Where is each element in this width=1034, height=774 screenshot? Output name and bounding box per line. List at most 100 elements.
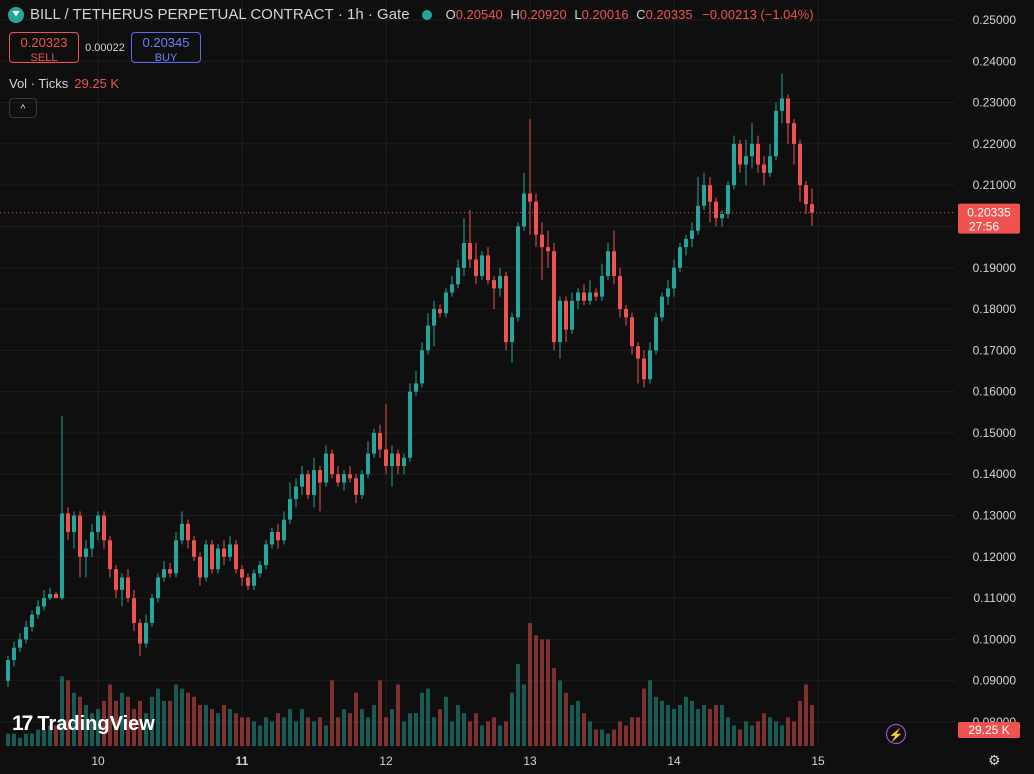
- candle: [648, 342, 652, 384]
- candle-body: [564, 300, 568, 330]
- candle-body: [648, 350, 652, 380]
- bolt-icon[interactable]: ⚡: [886, 724, 906, 744]
- volume-bar: [24, 733, 28, 746]
- candle: [162, 560, 166, 582]
- collapse-legend-button[interactable]: ^: [9, 98, 37, 118]
- candle: [774, 102, 778, 161]
- sell-button[interactable]: 0.20323 SELL: [9, 32, 79, 64]
- candle-body: [354, 478, 358, 495]
- volume-bar: [558, 680, 562, 746]
- volume-bar: [492, 717, 496, 746]
- candle-body: [780, 98, 784, 111]
- candle: [570, 292, 574, 334]
- market-status-dot-icon: [421, 9, 432, 20]
- volume-bar: [156, 688, 160, 746]
- volume-bar: [126, 696, 130, 746]
- candle-body: [420, 350, 424, 384]
- volume-bar: [624, 725, 628, 746]
- time-axis[interactable]: 10 11 12 13 14 15: [91, 754, 825, 768]
- volume-bar: [324, 725, 328, 746]
- price-axis[interactable]: 0.080000.090000.100000.110000.120000.130…: [958, 13, 1020, 738]
- candle: [360, 470, 364, 500]
- candle-body: [24, 627, 28, 640]
- candle-body: [390, 453, 394, 466]
- candle-body: [804, 185, 808, 205]
- volume-bar: [408, 713, 412, 746]
- volume-bar: [756, 721, 760, 746]
- candle: [228, 536, 232, 561]
- gate-logo-icon: [8, 6, 24, 23]
- candle: [426, 313, 430, 355]
- volume-bar: [318, 717, 322, 746]
- candle: [714, 197, 718, 227]
- ohlc-values: O0.20540 H0.20920 L0.20016 C0.20335 −0.0…: [442, 7, 814, 22]
- candle: [636, 342, 640, 384]
- high-label: H: [510, 7, 520, 22]
- volume-bar: [576, 700, 580, 746]
- volume-bar: [798, 700, 802, 746]
- candle-body: [606, 251, 610, 277]
- volume-bar: [600, 729, 604, 746]
- candle: [762, 156, 766, 186]
- price-tick-label: 0.22000: [973, 137, 1017, 151]
- candle-body: [60, 513, 64, 599]
- candle-body: [624, 309, 628, 318]
- candle: [756, 135, 760, 173]
- price-tick-label: 0.23000: [973, 96, 1017, 110]
- candle-body: [762, 164, 766, 173]
- candle: [468, 209, 472, 268]
- candle: [126, 569, 130, 603]
- volume-bar: [504, 721, 508, 746]
- volume-bar: [744, 721, 748, 746]
- volume-bar: [336, 717, 340, 746]
- candle: [540, 222, 544, 281]
- volume-bar: [138, 700, 142, 746]
- candle-body: [732, 143, 736, 186]
- price-tick-label: 0.16000: [973, 385, 1017, 399]
- symbol-legend[interactable]: BILL / TETHERUS PERPETUAL CONTRACT · 1h …: [8, 6, 814, 23]
- gear-icon[interactable]: ⚙: [988, 752, 1001, 768]
- candle-body: [228, 544, 232, 557]
- candle-body: [102, 515, 106, 541]
- candle-body: [690, 230, 694, 239]
- volume-bar: [276, 713, 280, 746]
- candle-body: [270, 532, 274, 545]
- candle: [144, 614, 148, 648]
- volume-bar: [198, 705, 202, 746]
- volume-bar: [96, 709, 100, 746]
- volume-bar: [348, 713, 352, 746]
- volume-bar: [270, 721, 274, 746]
- price-tick-label: 0.11000: [974, 591, 1017, 605]
- candle: [150, 593, 154, 628]
- candle-body: [546, 247, 550, 252]
- volume-bar: [570, 705, 574, 746]
- volume-bar: [732, 725, 736, 746]
- volume-bar: [738, 729, 742, 746]
- candle: [396, 449, 400, 475]
- candle-body: [684, 238, 688, 248]
- candle-body: [90, 532, 94, 549]
- time-tick-label: 12: [379, 754, 393, 768]
- candle-body: [678, 247, 682, 268]
- candle: [462, 218, 466, 277]
- volume-legend[interactable]: Vol · Ticks 29.25 K: [9, 76, 119, 91]
- candle: [474, 242, 478, 285]
- change-value: −0.00213 (−1.04%): [702, 7, 814, 22]
- volume-bar: [432, 717, 436, 746]
- buy-button[interactable]: 0.20345 BUY: [131, 32, 201, 64]
- candle-body: [426, 325, 430, 351]
- candle-body: [612, 251, 616, 277]
- candle: [42, 589, 46, 611]
- volume-bar: [60, 676, 64, 746]
- candle-body: [300, 474, 304, 487]
- candle-body: [474, 259, 478, 277]
- tradingview-logo[interactable]: 17 TradingView: [12, 712, 155, 736]
- candle: [546, 230, 550, 268]
- symbol-name: BILL / TETHERUS PERPETUAL CONTRACT: [30, 6, 334, 23]
- candle-body: [156, 577, 160, 599]
- candle: [36, 600, 40, 619]
- sell-price: 0.20323: [20, 35, 68, 50]
- candle-body: [126, 577, 130, 599]
- candle: [108, 536, 112, 578]
